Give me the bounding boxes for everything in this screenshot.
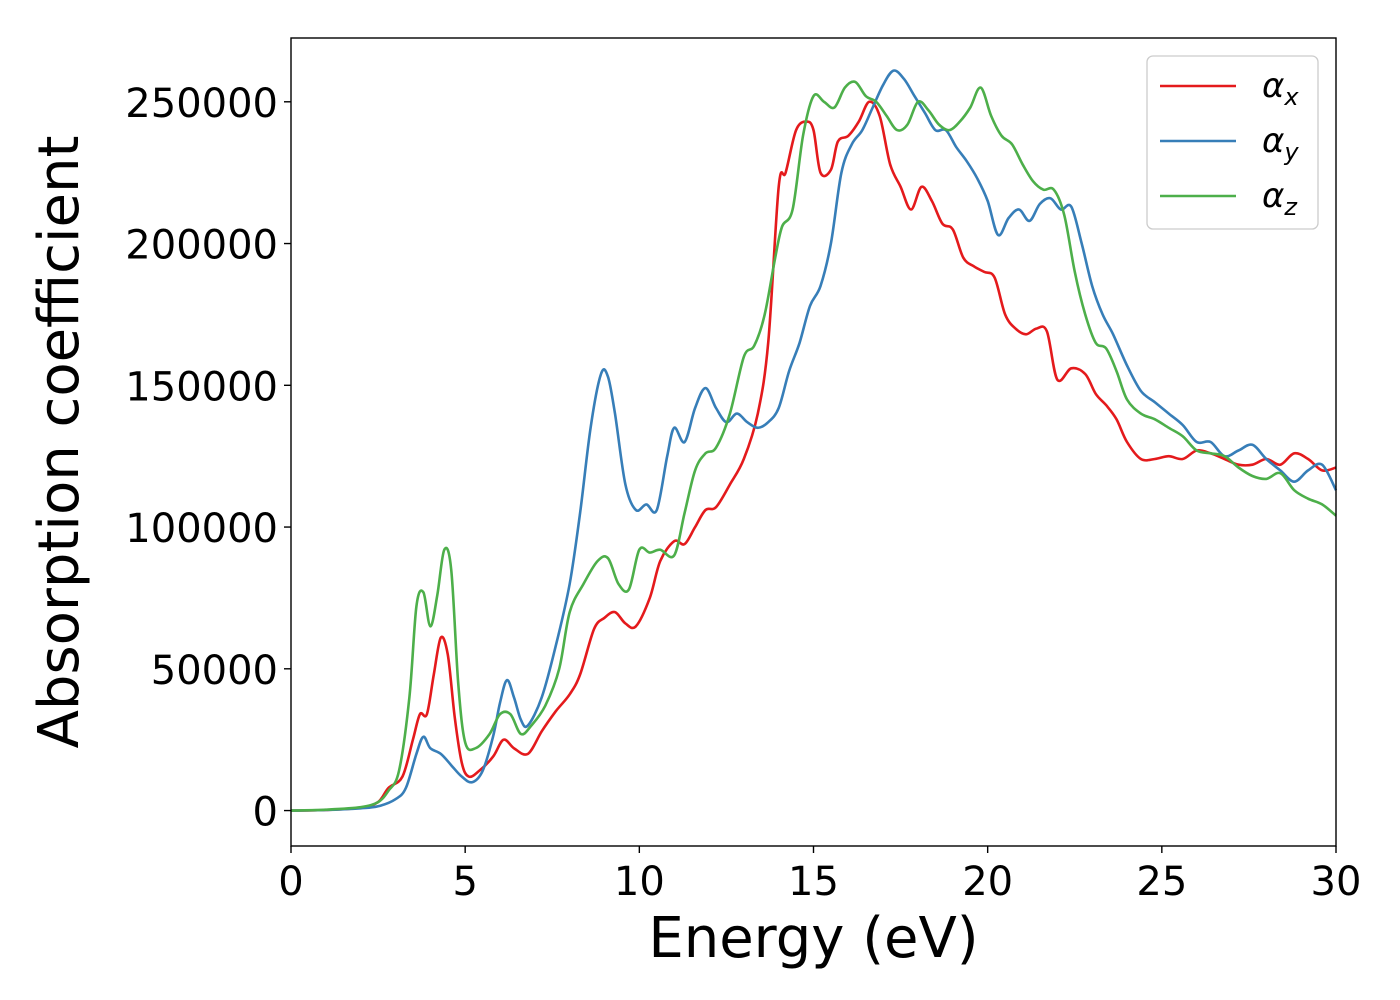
x-tick-label: 30 <box>1311 859 1362 905</box>
y-tick-label: 150000 <box>125 364 278 410</box>
x-tick-label: 20 <box>962 859 1013 905</box>
x-tick-label: 0 <box>278 859 303 905</box>
y-tick-label: 50000 <box>151 648 278 694</box>
x-tick-label: 15 <box>788 859 839 905</box>
x-tick-label: 25 <box>1136 859 1187 905</box>
legend-label-y: αy <box>1262 121 1299 166</box>
y-tick-label: 250000 <box>125 81 278 127</box>
legend-label-z: αz <box>1262 176 1298 221</box>
y-tick-label: 0 <box>253 790 278 836</box>
legend-box <box>1146 55 1319 230</box>
y-tick-label: 100000 <box>125 506 278 552</box>
x-tick-label: 10 <box>614 859 665 905</box>
series-line-z <box>290 80 1337 812</box>
legend-label-x: αx <box>1262 66 1299 111</box>
series-layer <box>290 69 1338 812</box>
x-axis-label: Energy (eV) <box>648 906 978 971</box>
legend: αx αy αz <box>1146 55 1319 230</box>
series-line-x <box>290 100 1337 812</box>
series-line-y <box>290 69 1338 812</box>
y-axis-label: Absorption coefficient <box>27 136 92 749</box>
x-axis-ticks: 0 5 10 15 20 25 30 <box>278 846 1361 905</box>
x-tick-label: 5 <box>452 859 477 905</box>
y-axis-ticks: 0 50000 100000 150000 200000 250000 <box>125 81 291 836</box>
y-tick-label: 200000 <box>125 223 278 269</box>
